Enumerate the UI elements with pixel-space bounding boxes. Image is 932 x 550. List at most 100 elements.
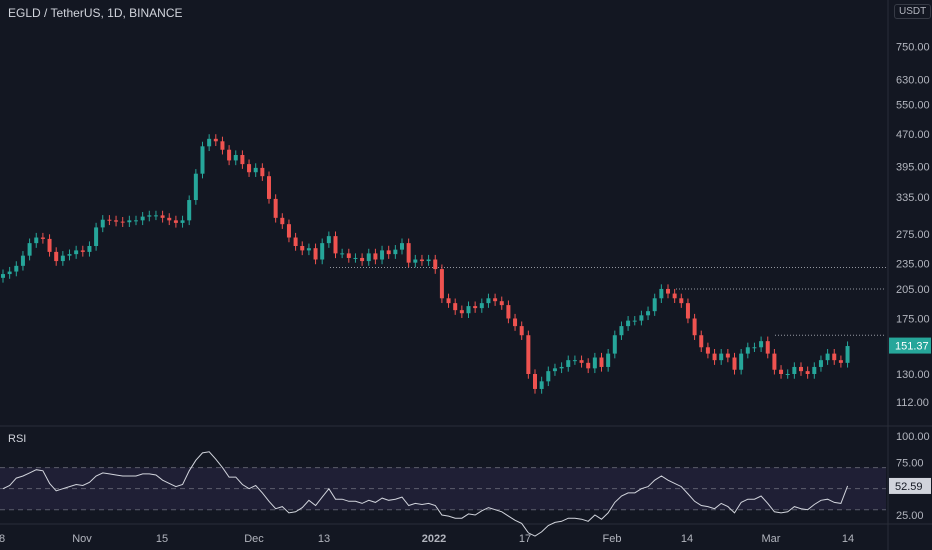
candle-body — [479, 303, 484, 309]
candle-body — [107, 219, 112, 221]
candle-body — [400, 243, 404, 250]
candle-body — [280, 217, 285, 225]
candle-body — [320, 243, 325, 260]
time-tick-label: 17 — [519, 533, 531, 545]
candle-body — [386, 250, 391, 255]
candle-body — [519, 326, 524, 336]
candle-body — [240, 155, 245, 165]
candle-body — [187, 200, 192, 221]
candle-body — [419, 259, 424, 262]
candle-body — [413, 259, 418, 263]
candle-body — [725, 353, 730, 358]
candle-body — [360, 257, 365, 262]
time-tick-label: 2022 — [422, 533, 446, 545]
rsi-tick-label: 25.00 — [896, 510, 924, 522]
candle-body — [513, 318, 518, 327]
candle-body — [699, 335, 704, 348]
price-tick-label: 395.00 — [896, 161, 930, 173]
candle-body — [579, 360, 584, 363]
rsi-tick-label: 100.00 — [896, 431, 930, 443]
candle-body — [380, 250, 385, 260]
candle-body — [646, 311, 651, 316]
candle-body — [666, 288, 670, 294]
candle-body — [712, 353, 717, 361]
candle-body — [94, 227, 99, 247]
time-tick-label: 15 — [156, 533, 168, 545]
price-tick-label: 630.00 — [896, 74, 930, 86]
price-tick-label: 130.00 — [896, 369, 930, 381]
candle-body — [832, 353, 837, 361]
candle-body — [333, 236, 338, 254]
time-tick-label: 14 — [842, 533, 854, 545]
candle-body — [659, 288, 664, 299]
candle-body — [247, 164, 252, 173]
candles — [1, 134, 850, 394]
price-tick-label: 175.00 — [896, 313, 930, 325]
last-price-text: 151.37 — [895, 341, 929, 353]
candle-body — [14, 265, 19, 272]
candle-body — [845, 346, 850, 363]
time-tick-label: Feb — [603, 533, 622, 545]
currency-selector[interactable]: USDT — [894, 4, 932, 19]
candle-body — [639, 315, 644, 321]
rsi-value-text: 52.59 — [895, 481, 923, 493]
candle-body — [779, 369, 784, 374]
candle-body — [193, 173, 198, 201]
candle-body — [306, 248, 311, 251]
candle-body — [466, 306, 471, 314]
candle-body — [80, 250, 85, 252]
candle-body — [366, 253, 371, 262]
candle-body — [433, 259, 438, 270]
candle-body — [313, 248, 318, 260]
candle-body — [7, 271, 12, 275]
candle-body — [140, 216, 145, 221]
value-badges: 151.37 52.59 — [889, 337, 931, 494]
candle-body — [526, 335, 531, 374]
candle-body — [685, 303, 690, 319]
candle-body — [619, 326, 624, 336]
candle-body — [606, 353, 611, 367]
candle-body — [486, 298, 491, 304]
rsi-line — [2, 451, 849, 537]
candle-body — [719, 353, 724, 361]
candle-body — [612, 335, 617, 354]
candle-body — [74, 250, 79, 255]
candle-body — [759, 341, 764, 348]
candle-body — [286, 224, 291, 238]
horizontal-levels — [330, 266, 886, 336]
rsi-value-badge — [889, 477, 931, 494]
candle-body — [805, 371, 810, 374]
candle-body — [260, 167, 265, 177]
price-tick-label: 750.00 — [896, 42, 930, 54]
candle-body — [499, 301, 504, 306]
candle-body — [493, 298, 498, 302]
candle-body — [87, 246, 92, 252]
price-tick-label: 275.00 — [896, 229, 930, 241]
candle-body — [27, 243, 32, 256]
candle-body — [765, 341, 770, 354]
price-tick-label: 112.00 — [896, 397, 929, 409]
candle-body — [559, 366, 564, 369]
candle-body — [406, 243, 411, 263]
candle-body — [213, 138, 218, 142]
price-axis: 750.00 630.00 550.00 470.00 395.00 335.00 275.… — [896, 42, 930, 409]
time-tick-label: Dec — [244, 533, 264, 545]
candle-body — [173, 220, 178, 223]
candle-body — [572, 360, 577, 362]
candle-body — [705, 347, 710, 354]
candle-body — [672, 293, 677, 299]
candle-body — [127, 220, 132, 223]
candle-body — [353, 257, 358, 259]
candle-body — [679, 298, 684, 304]
rsi-pane-label: RSI — [8, 433, 27, 445]
time-tick-label: Nov — [72, 533, 92, 545]
candle-body — [180, 220, 185, 223]
rsi-band — [0, 467, 886, 511]
candle-body — [586, 362, 591, 369]
candle-body — [67, 254, 72, 256]
candle-body — [200, 146, 205, 174]
candle-body — [459, 310, 464, 314]
candle-body — [253, 167, 258, 173]
candle-body — [40, 237, 45, 239]
